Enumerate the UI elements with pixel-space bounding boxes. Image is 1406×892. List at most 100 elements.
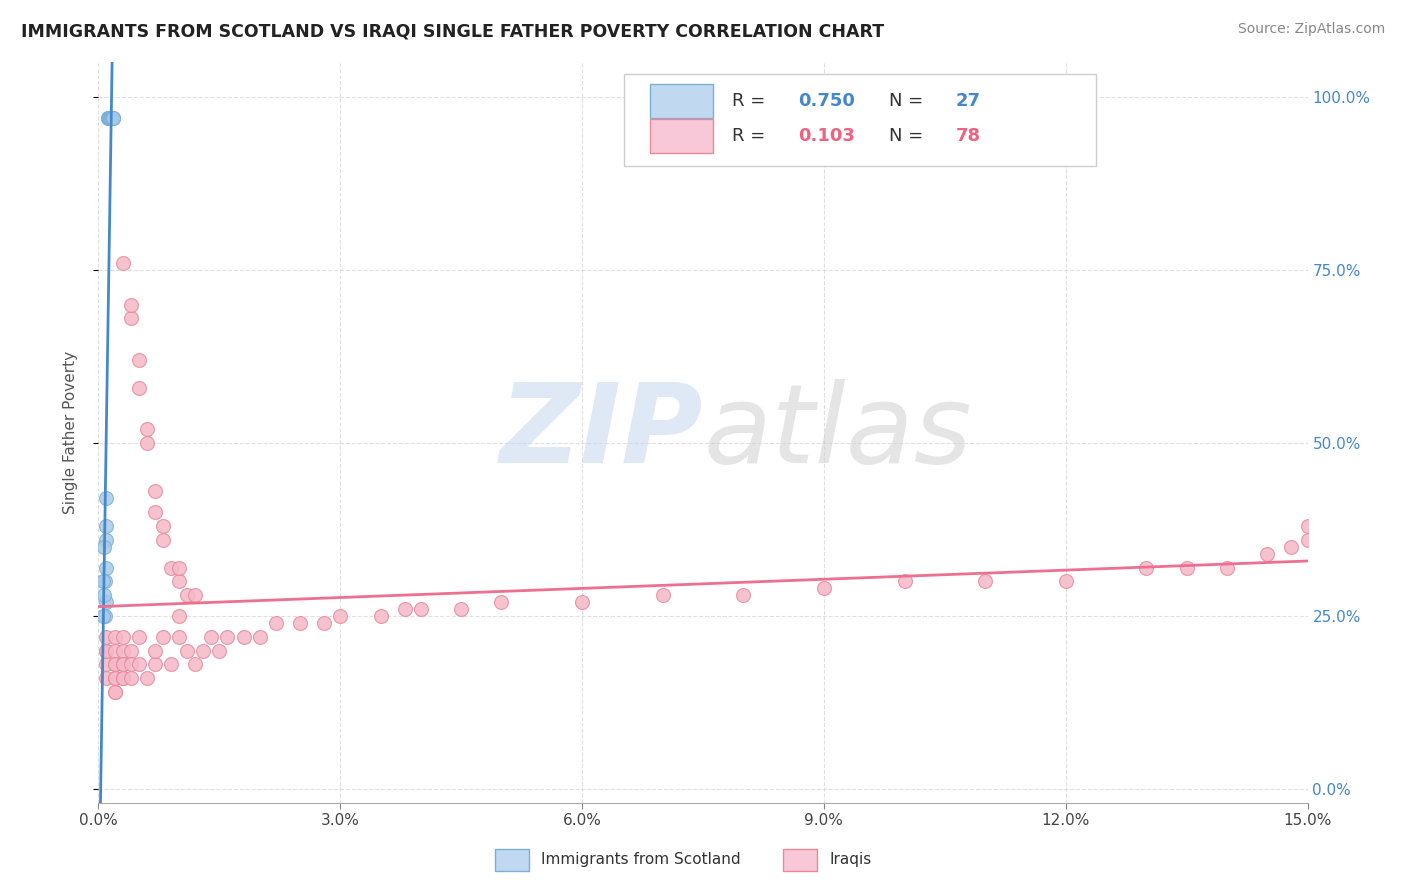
Point — [103, 685, 125, 699]
Point — [100, 111, 122, 125]
Point — [103, 643, 125, 657]
Point — [409, 602, 432, 616]
Point — [100, 111, 122, 125]
Point — [1216, 560, 1239, 574]
Point — [152, 630, 174, 644]
Point — [120, 671, 142, 685]
Point — [103, 671, 125, 685]
Text: 0.750: 0.750 — [799, 92, 855, 110]
Point — [111, 643, 134, 657]
Text: R =: R = — [733, 92, 770, 110]
FancyBboxPatch shape — [650, 119, 713, 153]
Point — [167, 630, 190, 644]
Point — [176, 588, 198, 602]
Point — [120, 643, 142, 657]
Point — [217, 630, 239, 644]
Point — [97, 111, 120, 125]
FancyBboxPatch shape — [650, 84, 713, 118]
Point — [98, 111, 121, 125]
Point — [974, 574, 997, 589]
Text: 0.103: 0.103 — [799, 127, 855, 145]
Point — [103, 630, 125, 644]
Point — [111, 630, 134, 644]
Point — [103, 657, 125, 672]
Point — [491, 595, 513, 609]
Point — [184, 588, 207, 602]
Point — [128, 353, 150, 368]
Point — [143, 484, 166, 499]
Point — [264, 615, 287, 630]
Point — [128, 657, 150, 672]
Point — [314, 615, 336, 630]
Point — [160, 560, 183, 574]
Point — [232, 630, 254, 644]
Point — [143, 643, 166, 657]
Point — [120, 297, 142, 311]
Point — [111, 671, 134, 685]
Point — [101, 111, 124, 125]
Point — [167, 560, 190, 574]
Point — [1296, 533, 1319, 547]
Y-axis label: Single Father Poverty: Single Father Poverty — [63, 351, 77, 514]
Point — [103, 657, 125, 672]
Text: N =: N = — [889, 92, 929, 110]
Point — [93, 540, 115, 554]
Point — [96, 671, 118, 685]
Point — [111, 671, 134, 685]
Point — [167, 574, 190, 589]
Point — [249, 630, 271, 644]
Point — [651, 588, 673, 602]
Text: 78: 78 — [956, 127, 981, 145]
Point — [91, 574, 114, 589]
Point — [94, 574, 117, 589]
Point — [96, 519, 118, 533]
Point — [128, 381, 150, 395]
Point — [100, 111, 122, 125]
Point — [111, 657, 134, 672]
Point — [93, 588, 115, 602]
Point — [94, 491, 117, 506]
Point — [101, 111, 124, 125]
Point — [94, 533, 117, 547]
Point — [97, 111, 120, 125]
Point — [200, 630, 222, 644]
Point — [101, 111, 124, 125]
Point — [1175, 560, 1198, 574]
Point — [135, 422, 157, 436]
Point — [96, 630, 118, 644]
Point — [100, 111, 122, 125]
Point — [160, 657, 183, 672]
Point — [96, 560, 118, 574]
Point — [96, 657, 118, 672]
Point — [184, 657, 207, 672]
Point — [96, 595, 118, 609]
Text: R =: R = — [733, 127, 770, 145]
Point — [152, 533, 174, 547]
Text: atlas: atlas — [703, 379, 972, 486]
Point — [733, 588, 755, 602]
Point — [94, 609, 117, 624]
Point — [135, 436, 157, 450]
Point — [1135, 560, 1157, 574]
Point — [128, 630, 150, 644]
Point — [152, 519, 174, 533]
Point — [370, 609, 392, 624]
Point — [450, 602, 472, 616]
Point — [1054, 574, 1077, 589]
Point — [143, 505, 166, 519]
Point — [893, 574, 915, 589]
Point — [813, 582, 835, 596]
Point — [1256, 547, 1278, 561]
Point — [101, 111, 124, 125]
Point — [288, 615, 311, 630]
Point — [96, 643, 118, 657]
Point — [98, 111, 121, 125]
Text: 27: 27 — [956, 92, 981, 110]
FancyBboxPatch shape — [624, 73, 1097, 166]
Point — [208, 643, 231, 657]
Point — [571, 595, 593, 609]
Point — [97, 111, 120, 125]
Point — [120, 657, 142, 672]
Text: Immigrants from Scotland: Immigrants from Scotland — [541, 853, 741, 867]
Point — [111, 256, 134, 270]
